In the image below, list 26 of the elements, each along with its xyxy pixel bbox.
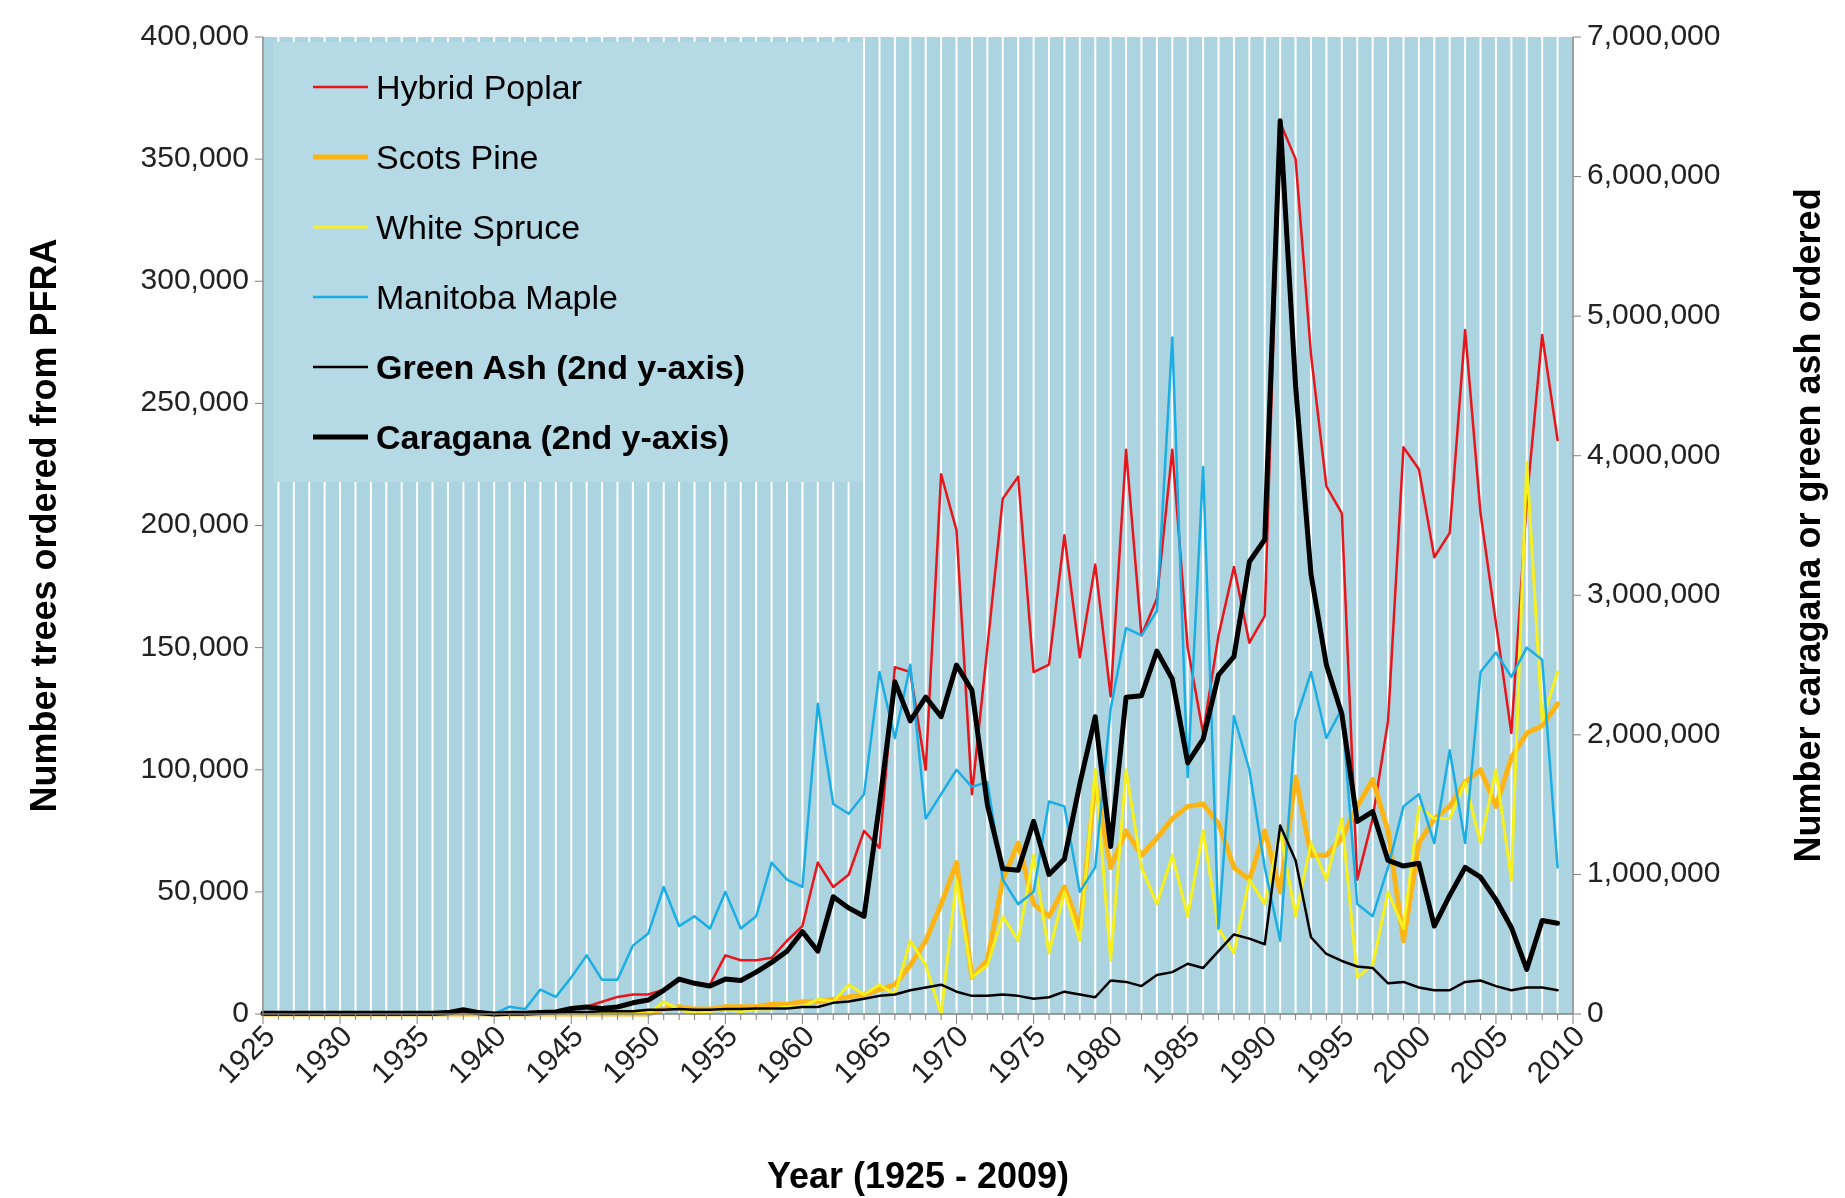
- y-tick-label: 0: [232, 994, 249, 1028]
- y2-tick-label: 7,000,000: [1587, 17, 1721, 51]
- y2-tick-label: 3,000,000: [1587, 576, 1721, 610]
- legend-label: Green Ash (2nd y-axis): [376, 348, 746, 386]
- legend-label: White Spruce: [376, 208, 581, 246]
- legend-label: Caragana (2nd y-axis): [376, 418, 730, 456]
- y2-tick-label: 0: [1587, 994, 1604, 1028]
- legend-label: Scots Pine: [376, 138, 539, 176]
- legend-label: Hybrid Poplar: [376, 68, 582, 106]
- x-axis-title: Year (1925 - 2009): [766, 1155, 1070, 1196]
- y-tick-label: 300,000: [140, 262, 249, 296]
- y-tick-label: 50,000: [157, 872, 249, 906]
- y-tick-label: 200,000: [140, 506, 249, 540]
- y-axis-title: Number trees ordered from PFRA: [23, 238, 64, 813]
- y-tick-label: 100,000: [140, 750, 249, 784]
- y2-tick-label: 5,000,000: [1587, 297, 1721, 331]
- y2-tick-label: 1,000,000: [1587, 855, 1721, 889]
- legend-label: Manitoba Maple: [376, 278, 618, 316]
- y2-tick-label: 4,000,000: [1587, 436, 1721, 470]
- y2-tick-label: 6,000,000: [1587, 157, 1721, 191]
- y2-tick-label: 2,000,000: [1587, 715, 1721, 749]
- y-tick-label: 350,000: [140, 140, 249, 174]
- y-tick-label: 400,000: [140, 17, 249, 51]
- y2-axis-title: Number caragana or green ash ordered: [1787, 188, 1828, 863]
- y-tick-label: 250,000: [140, 384, 249, 418]
- y-tick-label: 150,000: [140, 628, 249, 662]
